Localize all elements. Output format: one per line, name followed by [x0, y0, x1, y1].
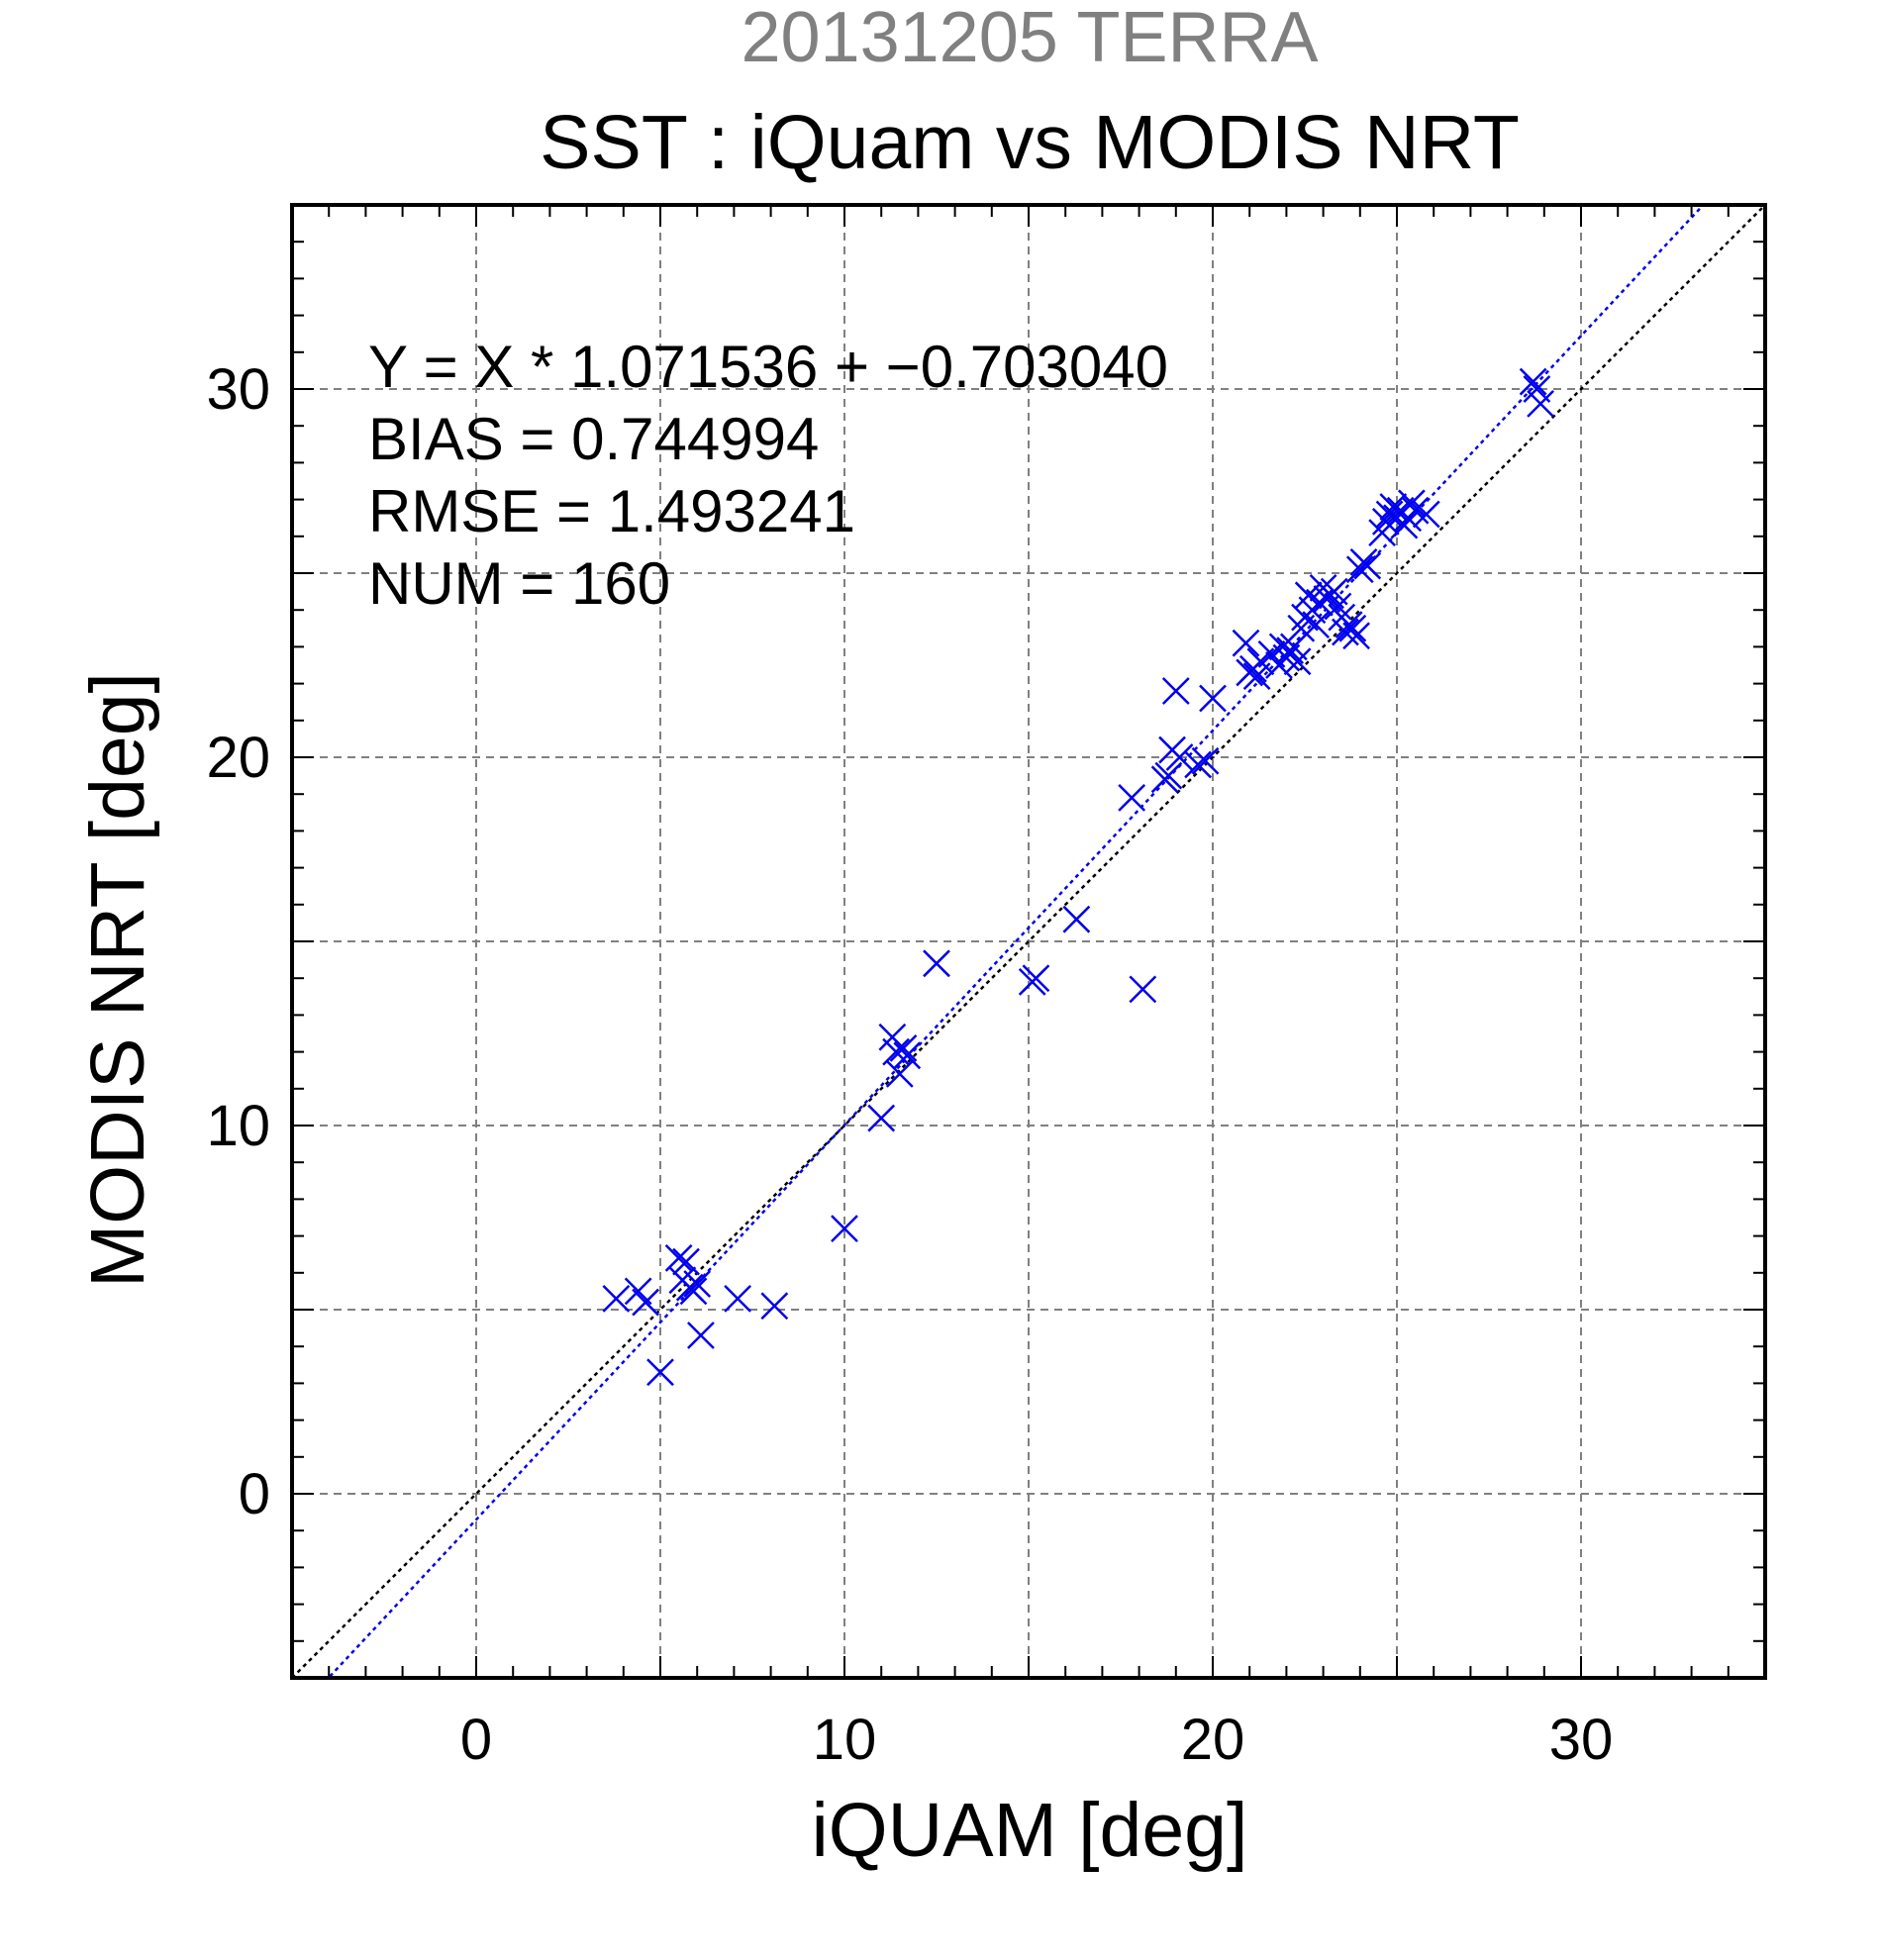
data-point: [1338, 614, 1367, 642]
regression-line: [327, 205, 1706, 1678]
data-point: [602, 1284, 631, 1313]
regression-equation: Y = X * 1.071536 + −0.703040: [368, 334, 1168, 400]
data-point: [1412, 500, 1440, 529]
data-point: [679, 1277, 708, 1306]
rmse-value: RMSE = 1.493241: [368, 478, 855, 544]
data-points: [602, 367, 1554, 1387]
x-tick-label: 30: [1549, 1708, 1614, 1772]
data-point: [724, 1284, 752, 1313]
grid: [292, 205, 1765, 1678]
y-axis-label: MODIS NRT [deg]: [75, 672, 160, 1288]
chart-title: SST : iQuam vs MODIS NRT: [540, 100, 1520, 185]
data-point: [882, 1037, 910, 1066]
y-tick-label: 20: [206, 726, 270, 790]
data-point: [1184, 750, 1213, 779]
x-tick-label: 0: [460, 1708, 492, 1772]
data-point: [1302, 611, 1331, 638]
data-point: [672, 1247, 700, 1276]
data-point: [1129, 975, 1157, 1004]
y-tick-label: 10: [206, 1094, 270, 1158]
data-point: [632, 1288, 660, 1317]
statistics-box: Y = X * 1.071536 + −0.703040 BIAS = 0.74…: [368, 334, 1168, 617]
data-point: [923, 949, 950, 978]
data-point: [1324, 592, 1352, 621]
data-point: [1191, 746, 1220, 775]
data-point: [1527, 389, 1554, 418]
y-tick-label: 0: [239, 1462, 270, 1526]
data-point: [1199, 684, 1227, 713]
identity-line: [292, 205, 1765, 1678]
data-point: [1342, 622, 1370, 650]
fit-lines: [292, 205, 1765, 1678]
data-point: [1022, 964, 1050, 993]
data-point: [1161, 677, 1190, 705]
num-value: NUM = 160: [368, 550, 670, 617]
x-tick-label: 10: [813, 1708, 877, 1772]
data-point: [867, 1104, 896, 1132]
bias-value: BIAS = 0.744994: [368, 406, 819, 472]
data-point: [831, 1215, 858, 1243]
data-point: [1154, 761, 1183, 790]
data-point: [1345, 555, 1374, 584]
data-point: [1397, 489, 1426, 518]
data-point: [1371, 508, 1400, 536]
data-point: [687, 1322, 715, 1349]
y-tick-label: 30: [206, 357, 270, 422]
data-point: [1062, 905, 1091, 933]
x-axis-label: iQUAM [deg]: [812, 1788, 1248, 1873]
data-point: [1118, 784, 1146, 812]
data-point: [664, 1244, 693, 1272]
data-point: [885, 1060, 914, 1088]
data-point: [1353, 551, 1382, 580]
data-point: [1283, 647, 1312, 676]
data-point: [1401, 496, 1430, 525]
data-point: [760, 1292, 789, 1321]
x-tick-label: 20: [1181, 1708, 1245, 1772]
data-point: [646, 1358, 674, 1387]
data-point: [893, 1041, 922, 1070]
data-point: [889, 1033, 918, 1062]
data-point: [683, 1270, 712, 1298]
data-point: [1519, 367, 1547, 396]
data-point: [1375, 500, 1404, 529]
axis-ticks: 0 10 20 30 0 10 20 30: [206, 204, 1766, 1772]
data-point: [1165, 743, 1194, 771]
data-point: [1332, 618, 1359, 646]
data-point: [1390, 511, 1419, 539]
data-point: [1379, 493, 1408, 521]
data-point: [1232, 629, 1260, 657]
chart-supertitle: 20131205 TERRA: [741, 0, 1318, 77]
